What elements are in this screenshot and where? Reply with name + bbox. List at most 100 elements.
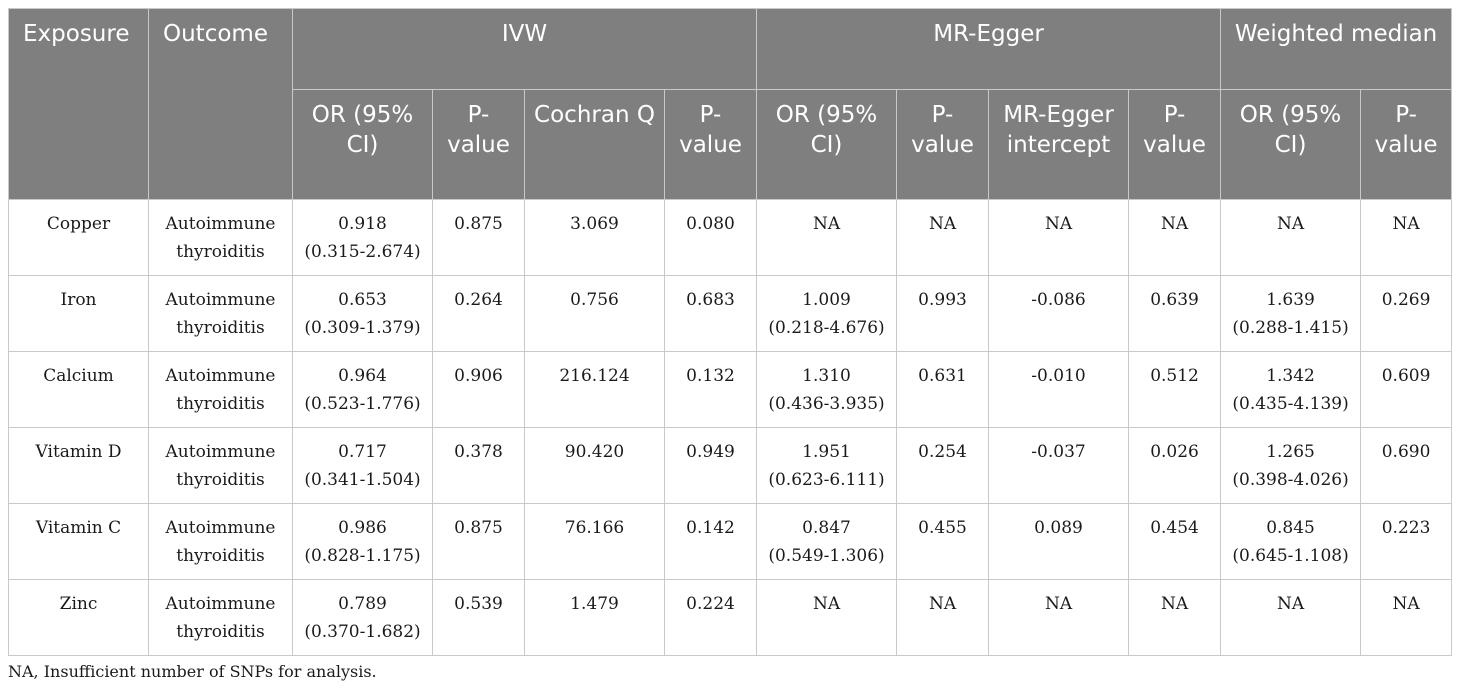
cell-outcome: Autoimmune thyroiditis [148,275,293,352]
header-row-sub: OR (95% CI) P-value Cochran Q P-value OR… [9,89,1453,200]
cell-intercept-p: NA [1128,199,1222,276]
cell-egger-or-line-2: (0.549-1.306) [768,546,885,566]
cell-intercept-p: 0.026 [1128,427,1222,504]
header-cochran-q: Cochran Q [524,89,665,200]
cell-wm-p: 0.223 [1360,503,1453,580]
cell-ivw-or-line-1: 0.918 [338,214,387,234]
cell-outcome: Autoimmune thyroiditis [148,503,293,580]
cell-wm-or-line-1: 1.639 [1266,290,1315,310]
cell-intercept-p: 0.512 [1128,351,1222,428]
cell-outcome: Autoimmune thyroiditis [148,199,293,276]
cell-egger-p: 0.631 [896,351,990,428]
cell-egger-intercept: NA [988,579,1130,656]
cell-exposure: Iron [8,275,149,352]
cell-egger-intercept: -0.010 [988,351,1130,428]
cell-wm-or-line-2: (0.398-4.026) [1232,470,1349,490]
cell-wm-or-line-1: NA [1276,594,1305,614]
header-wm-p: P-value [1360,89,1453,200]
cell-outcome-line-1: Autoimmune [165,442,276,462]
cell-ivw-or-line-1: 0.717 [338,442,387,462]
cell-egger-intercept: -0.086 [988,275,1130,352]
cell-ivw-or: 0.653 (0.309-1.379) [292,275,433,352]
cell-exposure: Calcium [8,351,149,428]
cell-egger-or: NA [756,199,898,276]
cell-ivw-or: 0.986 (0.828-1.175) [292,503,433,580]
cell-ivw-p: 0.875 [432,199,525,276]
header-intercept-p: P-value [1128,89,1222,200]
cell-outcome-line-1: Autoimmune [165,594,276,614]
cell-egger-or-line-1: 1.951 [802,442,851,462]
cell-outcome: Autoimmune thyroiditis [148,427,293,504]
cell-ivw-or-line-2: (0.341-1.504) [304,470,421,490]
header-ivw-p: P-value [432,89,525,200]
cell-ivw-or-line-1: 0.964 [338,366,387,386]
cell-egger-or-line-2: (0.218-4.676) [768,318,885,338]
cell-egger-or: 0.847 (0.549-1.306) [756,503,898,580]
cell-cochran-q: 0.756 [524,275,665,352]
header-exposure: Exposure [8,8,149,200]
table-footnote: NA, Insufficient number of SNPs for anal… [8,662,377,681]
cell-exposure: Vitamin C [8,503,149,580]
cell-wm-or: NA [1220,579,1362,656]
header-row-group: Exposure Outcome IVW MR-Egger Weighted m… [8,8,1453,200]
cell-ivw-or-line-2: (0.828-1.175) [304,546,421,566]
cell-wm-or-line-1: NA [1276,214,1305,234]
cell-wm-or-line-1: 1.265 [1266,442,1315,462]
cell-ivw-or-line-2: (0.309-1.379) [304,318,421,338]
table-row: Copper Autoimmune thyroiditis 0.918 (0.315-2… [8,199,1453,276]
cell-outcome-line-1: Autoimmune [165,518,276,538]
results-table: Exposure Outcome IVW MR-Egger Weighted m… [8,8,1453,656]
cell-cochran-p: 0.142 [663,503,758,580]
cell-egger-or-line-1: NA [812,594,841,614]
cell-cochran-p: 0.132 [663,351,758,428]
cell-wm-or-line-1: 1.342 [1266,366,1315,386]
cell-egger-intercept: NA [988,199,1130,276]
cell-ivw-or-line-1: 0.789 [338,594,387,614]
table-row: Vitamin C Autoimmune thyroiditis 0.986 (0.82… [8,503,1453,580]
cell-outcome-line-2: thyroiditis [176,242,265,262]
header-mr-egger: MR-Egger [756,8,1222,90]
header-cochran-p: P-value [663,89,758,200]
cell-outcome-line-1: Autoimmune [165,290,276,310]
cell-wm-or: 1.342 (0.435-4.139) [1220,351,1362,428]
cell-cochran-p: 0.080 [663,199,758,276]
cell-outcome-line-1: Autoimmune [165,366,276,386]
cell-outcome-line-1: Autoimmune [165,214,276,234]
cell-outcome-line-2: thyroiditis [176,622,265,642]
cell-outcome-line-2: thyroiditis [176,394,265,414]
cell-wm-p: NA [1360,199,1453,276]
header-egger-or: OR (95% CI) [756,89,898,200]
table-row: Zinc Autoimmune thyroiditis 0.789 (0.370-1.6… [8,579,1453,656]
cell-cochran-q: 3.069 [524,199,665,276]
cell-ivw-p: 0.875 [432,503,525,580]
cell-wm-or: 1.639 (0.288-1.415) [1220,275,1362,352]
cell-ivw-or-line-2: (0.523-1.776) [304,394,421,414]
cell-egger-or: NA [756,579,898,656]
cell-exposure: Zinc [8,579,149,656]
cell-ivw-or-line-2: (0.315-2.674) [304,242,421,262]
cell-wm-p: NA [1360,579,1453,656]
cell-exposure: Vitamin D [8,427,149,504]
cell-exposure: Copper [8,199,149,276]
cell-wm-or-line-1: 0.845 [1266,518,1315,538]
cell-ivw-p: 0.264 [432,275,525,352]
cell-wm-or: 1.265 (0.398-4.026) [1220,427,1362,504]
header-egger-intercept: MR-Egger intercept [988,89,1130,200]
cell-outcome-line-2: thyroiditis [176,470,265,490]
cell-intercept-p: NA [1128,579,1222,656]
cell-wm-p: 0.690 [1360,427,1453,504]
cell-cochran-p: 0.683 [663,275,758,352]
cell-cochran-q: 216.124 [524,351,665,428]
cell-ivw-or-line-2: (0.370-1.682) [304,622,421,642]
cell-cochran-p: 0.224 [663,579,758,656]
cell-ivw-or-line-1: 0.653 [338,290,387,310]
header-weighted-median: Weighted median [1220,8,1453,90]
cell-egger-or-line-2: (0.623-6.111) [768,470,885,490]
cell-egger-p: NA [896,579,990,656]
cell-wm-or-line-2: (0.435-4.139) [1232,394,1349,414]
cell-egger-or: 1.310 (0.436-3.935) [756,351,898,428]
header-wm-or: OR (95% CI) [1220,89,1362,200]
cell-intercept-p: 0.639 [1128,275,1222,352]
cell-ivw-p: 0.539 [432,579,525,656]
table-body: Copper Autoimmune thyroiditis 0.918 (0.315-2… [8,199,1453,656]
